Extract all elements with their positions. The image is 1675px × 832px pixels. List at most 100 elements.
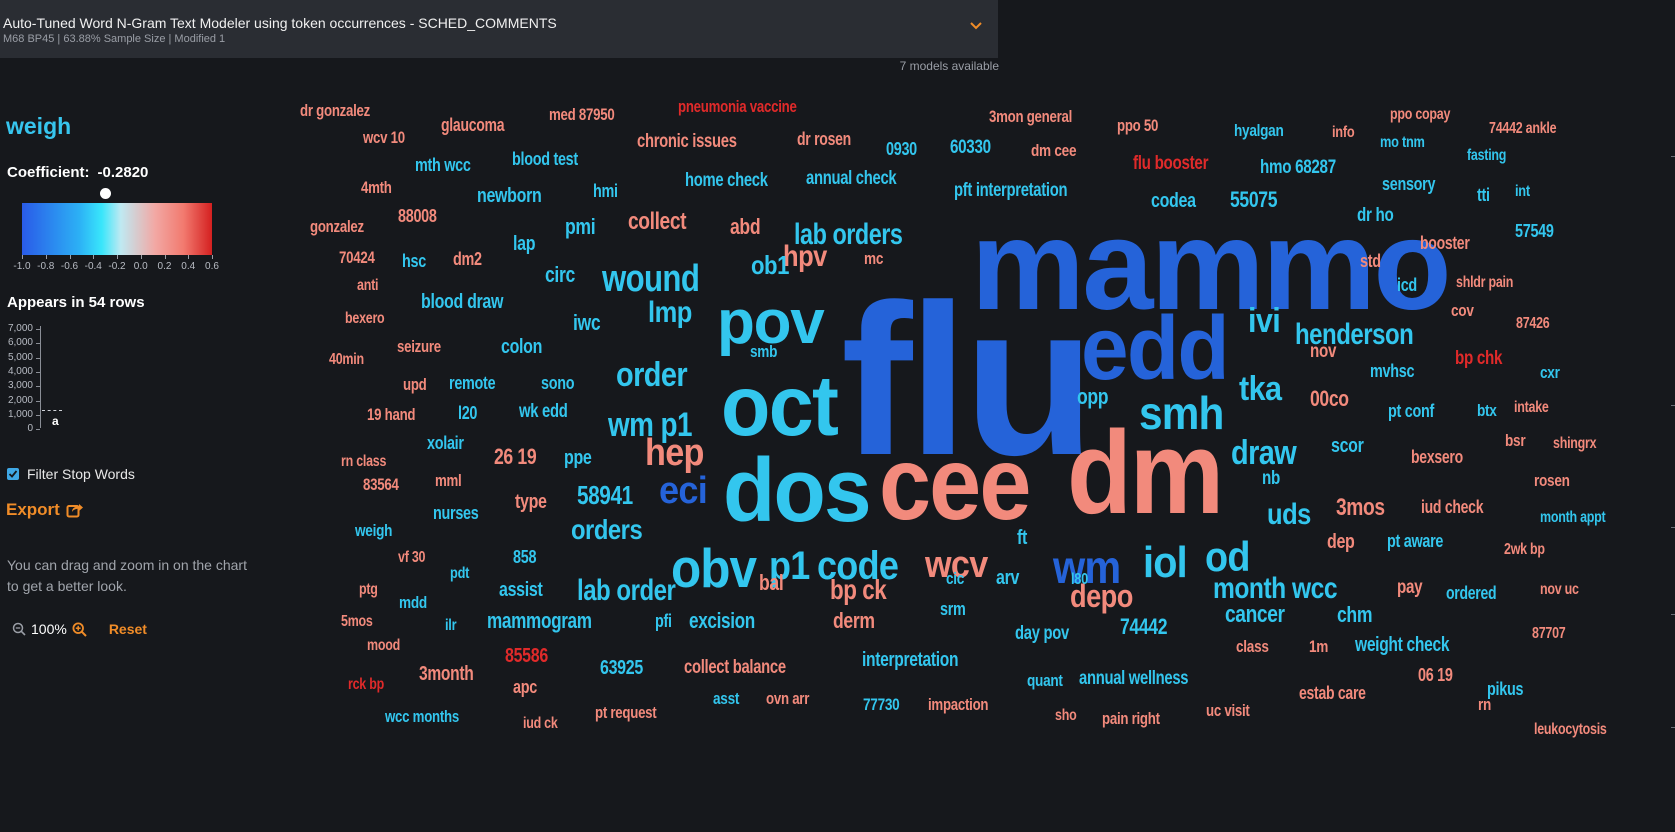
cloud-word[interactable]: colon <box>501 336 543 358</box>
cloud-word[interactable]: opp <box>1077 384 1109 409</box>
export-button[interactable]: Export <box>6 500 84 520</box>
cloud-word[interactable]: 26 19 <box>494 444 537 469</box>
cloud-word[interactable]: type <box>515 491 547 513</box>
cloud-word[interactable]: 87426 <box>1516 315 1550 332</box>
cloud-word[interactable]: mth wcc <box>415 155 471 175</box>
cloud-word[interactable]: orders <box>571 514 643 545</box>
cloud-word[interactable]: pikus <box>1487 679 1524 699</box>
cloud-word[interactable]: obv <box>671 537 757 599</box>
cloud-word[interactable]: 40min <box>329 351 364 368</box>
cloud-word[interactable]: dm cee <box>1031 141 1077 160</box>
cloud-word[interactable]: btx <box>1477 401 1497 420</box>
cloud-word[interactable]: cee <box>879 426 1031 542</box>
cloud-word[interactable]: 58941 <box>577 480 633 510</box>
cloud-word[interactable]: booster <box>1420 233 1470 253</box>
cloud-word[interactable]: bsr <box>1505 431 1526 450</box>
cloud-word[interactable]: dos <box>723 441 872 541</box>
cloud-word[interactable]: annual check <box>806 168 897 189</box>
cloud-word[interactable]: 06 19 <box>1418 665 1453 685</box>
cloud-word[interactable]: 0930 <box>886 139 917 159</box>
cloud-word[interactable]: ob1 <box>751 250 789 280</box>
cloud-word[interactable]: 1m <box>1309 637 1329 656</box>
cloud-word[interactable]: iol <box>1143 538 1188 587</box>
cloud-word[interactable]: 5mos <box>341 613 373 630</box>
cloud-word[interactable]: 74442 ankle <box>1489 120 1557 137</box>
models-available-count[interactable]: 7 models available <box>899 59 999 73</box>
cloud-word[interactable]: wm p1 <box>608 406 693 444</box>
cloud-word[interactable]: 19 hand <box>367 405 416 424</box>
cloud-word[interactable]: 2wk bp <box>1504 541 1545 558</box>
cloud-word[interactable]: iwc <box>573 310 601 335</box>
cloud-word[interactable]: ft <box>1017 527 1028 549</box>
cloud-word[interactable]: 60330 <box>950 137 991 158</box>
checkbox-checked-icon[interactable] <box>7 468 19 480</box>
cloud-word[interactable]: hsc <box>402 251 426 271</box>
cloud-word[interactable]: rn class <box>341 453 387 470</box>
cloud-word[interactable]: derm <box>833 608 875 633</box>
cloud-word[interactable]: hyalgan <box>1234 121 1284 140</box>
cloud-word[interactable]: mo tnm <box>1380 134 1425 151</box>
cloud-word[interactable]: excision <box>689 608 755 633</box>
cloud-word[interactable]: dr gonzalez <box>300 101 371 120</box>
cloud-word[interactable]: mvhsc <box>1370 361 1415 381</box>
cloud-word[interactable]: pov <box>717 288 825 357</box>
cloud-word[interactable]: 85586 <box>505 645 548 667</box>
cloud-word[interactable]: ppo copay <box>1390 106 1451 123</box>
cloud-word[interactable]: 88008 <box>398 206 437 226</box>
cloud-word[interactable]: month wcc <box>1213 572 1338 605</box>
cloud-word[interactable]: codea <box>1151 190 1196 212</box>
cloud-word[interactable]: nov <box>1310 341 1337 362</box>
cloud-word[interactable]: 3mos <box>1336 494 1385 521</box>
word-cloud[interactable]: flu mammo cee dm oct dos edd pov obv smh wm iol od co… <box>285 96 1670 796</box>
cloud-word[interactable]: mammo <box>971 194 1452 337</box>
cloud-word[interactable]: ilr <box>445 617 457 634</box>
cloud-word[interactable]: pain right <box>1102 709 1160 728</box>
cloud-word[interactable]: 3month <box>419 663 474 685</box>
cloud-word[interactable]: glaucoma <box>441 115 505 135</box>
cloud-word[interactable]: l20 <box>458 403 478 423</box>
cloud-word[interactable]: eci <box>659 470 708 512</box>
cloud-word[interactable]: asst <box>713 689 740 708</box>
cloud-word[interactable]: edd <box>1081 299 1230 399</box>
cloud-word[interactable]: dep <box>1327 531 1355 553</box>
cloud-word[interactable]: std <box>1360 251 1381 271</box>
cloud-word[interactable]: hmi <box>593 181 618 201</box>
cloud-word[interactable]: icd <box>1397 275 1417 295</box>
cloud-word[interactable]: sono <box>541 373 575 393</box>
cloud-word[interactable]: ivi <box>1248 302 1281 340</box>
cloud-word[interactable]: cxr <box>1540 363 1560 382</box>
cloud-word[interactable]: class <box>1236 637 1269 656</box>
cloud-word[interactable]: lap <box>513 233 536 255</box>
cloud-word[interactable]: home check <box>685 170 768 191</box>
cloud-word[interactable]: dm <box>1067 407 1224 539</box>
cloud-word[interactable]: draw <box>1231 434 1297 472</box>
zoom-in-icon[interactable] <box>72 621 87 637</box>
cloud-word[interactable]: ppo 50 <box>1117 116 1159 135</box>
cloud-word[interactable]: wound <box>602 258 700 300</box>
cloud-word[interactable]: intake <box>1514 399 1549 416</box>
cloud-word[interactable]: bexsero <box>1411 447 1463 467</box>
cloud-word[interactable]: bal <box>759 570 784 595</box>
cloud-word[interactable]: chm <box>1337 602 1373 627</box>
cloud-word[interactable]: wcv 10 <box>363 128 405 147</box>
cloud-word[interactable]: upd <box>403 375 427 394</box>
cloud-word[interactable]: arv <box>996 567 1020 589</box>
cloud-word[interactable]: ptg <box>359 581 378 598</box>
cloud-word[interactable]: flu booster <box>1133 153 1209 174</box>
cloud-word[interactable]: hep <box>645 432 704 474</box>
cloud-word[interactable]: wk edd <box>519 401 568 422</box>
cloud-word[interactable]: mc <box>864 249 884 268</box>
cloud-word[interactable]: quant <box>1027 671 1063 690</box>
cloud-word[interactable]: depo <box>1070 578 1133 614</box>
cloud-word[interactable]: impaction <box>928 695 989 714</box>
zoom-out-icon[interactable] <box>12 622 26 636</box>
cloud-word[interactable]: flu <box>841 259 1095 500</box>
cloud-word[interactable]: pdt <box>450 565 470 582</box>
cloud-word[interactable]: cic <box>946 569 965 588</box>
cloud-word[interactable]: 83564 <box>363 475 399 494</box>
cloud-word[interactable]: nb <box>1262 468 1280 489</box>
cloud-word[interactable]: cov <box>1451 301 1474 320</box>
cloud-word[interactable]: lmp <box>648 296 692 329</box>
cloud-word[interactable]: lab orders <box>794 218 903 251</box>
cloud-word[interactable]: mood <box>367 637 400 654</box>
